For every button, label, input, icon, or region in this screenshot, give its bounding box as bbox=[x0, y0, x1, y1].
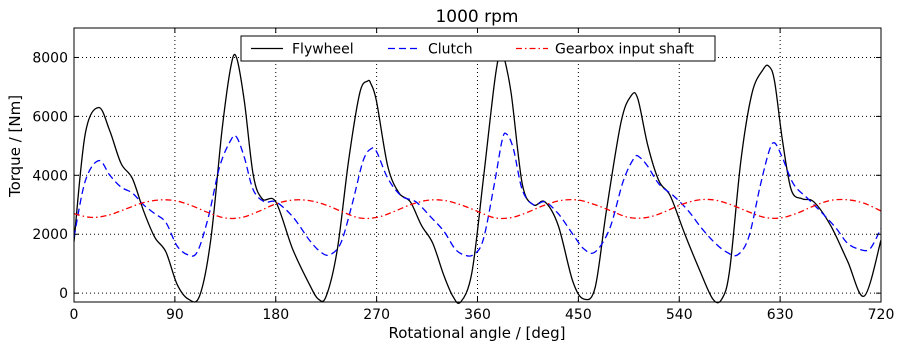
y-tick-label: 0 bbox=[59, 286, 68, 302]
x-tick-label: 0 bbox=[70, 307, 79, 323]
y-tick-label: 4000 bbox=[32, 168, 68, 184]
x-tick-label: 180 bbox=[262, 307, 289, 323]
x-axis-label: Rotational angle / [deg] bbox=[388, 324, 565, 342]
y-tick-label: 6000 bbox=[32, 109, 68, 125]
legend-label: Gearbox input shaft bbox=[555, 42, 694, 58]
series-line-gearbox-input-shaft bbox=[73, 198, 882, 220]
legend-label: Flywheel bbox=[292, 42, 354, 58]
y-tick-label: 8000 bbox=[32, 50, 68, 66]
x-tick-label: 450 bbox=[565, 307, 592, 323]
x-tick-label: 630 bbox=[767, 307, 794, 323]
x-tick-label: 360 bbox=[464, 307, 491, 323]
x-tick-label: 720 bbox=[868, 307, 895, 323]
grid-lines bbox=[73, 28, 882, 302]
legend: Flywheel Clutch Gearbox input shaft bbox=[240, 35, 716, 62]
y-axis-label: Torque / [Nm] bbox=[6, 95, 24, 198]
legend-label: Clutch bbox=[428, 42, 473, 58]
x-tick-label: 270 bbox=[363, 307, 390, 323]
series-layer bbox=[73, 47, 882, 304]
legend-box bbox=[240, 35, 716, 62]
chart-title: 1000 rpm bbox=[435, 7, 518, 27]
y-tick-label: 2000 bbox=[32, 227, 68, 243]
axis-ticks: 0 90 180 270 360 450 540 630 720 0 2000 4000 6000 800… bbox=[32, 28, 894, 323]
series-line-clutch bbox=[73, 132, 882, 257]
x-tick-label: 90 bbox=[166, 307, 184, 323]
x-tick-label: 540 bbox=[666, 307, 693, 323]
series-line-flywheel bbox=[73, 47, 882, 304]
